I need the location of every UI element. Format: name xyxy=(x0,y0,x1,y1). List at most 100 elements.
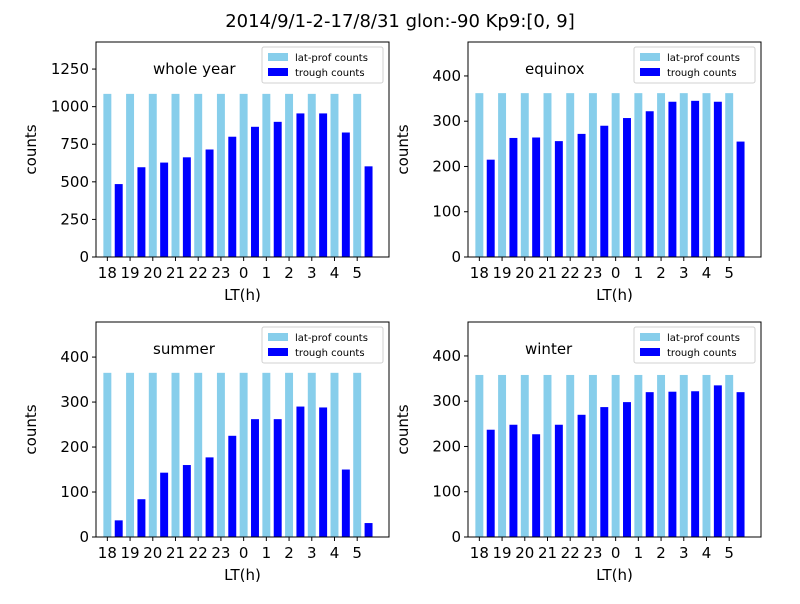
y-tick-label: 400 xyxy=(432,347,461,365)
bar-trough-2 xyxy=(668,101,677,257)
legend-box xyxy=(261,46,384,84)
bar-trough-5 xyxy=(364,166,373,257)
x-tick-label: 5 xyxy=(352,264,362,282)
bar-lat-prof-1 xyxy=(634,374,643,537)
y-tick-label: 250 xyxy=(60,210,89,228)
x-tick-label: 23 xyxy=(583,264,602,282)
bar-lat-prof-20 xyxy=(520,93,529,257)
bar-lat-prof-21 xyxy=(171,93,180,257)
bar-trough-5 xyxy=(364,523,373,537)
bar-trough-19 xyxy=(137,167,146,257)
legend-box xyxy=(633,326,756,364)
x-tick-label: 20 xyxy=(143,544,162,562)
bar-trough-23 xyxy=(228,136,237,257)
x-tick-label: 4 xyxy=(702,544,712,562)
bar-lat-prof-18 xyxy=(103,372,112,537)
bar-lat-prof-4 xyxy=(330,372,339,537)
legend-swatch-trough xyxy=(268,348,288,356)
bar-lat-prof-2 xyxy=(657,374,666,537)
bar-trough-5 xyxy=(736,141,745,257)
y-axis-label: counts xyxy=(22,124,40,174)
y-axis-label: counts xyxy=(22,404,40,454)
bar-trough-23 xyxy=(600,125,609,257)
bar-lat-prof-4 xyxy=(330,93,339,257)
x-tick-label: 2 xyxy=(656,264,666,282)
bar-lat-prof-3 xyxy=(679,374,688,537)
x-tick-label: 23 xyxy=(583,544,602,562)
y-tick-label: 0 xyxy=(79,248,89,266)
x-tick-label: 2 xyxy=(284,264,294,282)
bar-trough-19 xyxy=(509,137,518,257)
x-tick-label: 22 xyxy=(189,264,208,282)
bar-lat-prof-20 xyxy=(148,372,157,537)
y-tick-label: 200 xyxy=(432,437,461,455)
bar-lat-prof-23 xyxy=(588,93,597,257)
bar-trough-3 xyxy=(319,113,328,258)
bar-trough-18 xyxy=(114,184,123,257)
bar-lat-prof-21 xyxy=(543,93,552,257)
x-tick-label: 4 xyxy=(702,264,712,282)
legend: lat-prof counts trough counts xyxy=(633,326,756,364)
x-tick-label: 4 xyxy=(330,544,340,562)
bar-trough-22 xyxy=(577,414,586,537)
axes-frame xyxy=(467,41,762,258)
bar-lat-prof-23 xyxy=(588,374,597,537)
y-axis-label: counts xyxy=(394,404,412,454)
axes-frame xyxy=(95,41,390,258)
bar-lat-prof-0 xyxy=(239,372,248,537)
bar-trough-21 xyxy=(182,465,191,537)
bar-lat-prof-1 xyxy=(262,372,271,537)
y-tick-label: 100 xyxy=(432,483,461,501)
x-tick-label: 21 xyxy=(166,264,185,282)
y-tick-label: 200 xyxy=(432,157,461,175)
bar-lat-prof-0 xyxy=(611,374,620,537)
legend: lat-prof counts trough counts xyxy=(633,46,756,84)
x-axis-label: LT(h) xyxy=(596,286,633,304)
bar-trough-19 xyxy=(137,499,146,537)
bar-trough-1 xyxy=(645,392,654,537)
bar-trough-20 xyxy=(532,137,541,257)
x-axis-label: LT(h) xyxy=(596,566,633,584)
legend-swatch-lat-prof xyxy=(640,333,660,341)
x-tick-label: 22 xyxy=(561,544,580,562)
bar-lat-prof-5 xyxy=(725,93,734,257)
bar-trough-1 xyxy=(273,419,282,537)
y-tick-label: 100 xyxy=(432,203,461,221)
y-tick-label: 200 xyxy=(60,438,89,456)
bar-lat-prof-4 xyxy=(702,93,711,257)
x-tick-label: 21 xyxy=(538,544,557,562)
legend-label-trough: trough counts xyxy=(667,68,737,79)
x-tick-label: 19 xyxy=(121,544,140,562)
x-tick-label: 22 xyxy=(561,264,580,282)
bar-lat-prof-2 xyxy=(657,93,666,257)
bar-lat-prof-18 xyxy=(475,93,484,257)
bar-lat-prof-21 xyxy=(543,374,552,537)
bar-lat-prof-0 xyxy=(239,93,248,257)
legend-label-lat-prof: lat-prof counts xyxy=(295,53,368,64)
y-tick-label: 400 xyxy=(60,348,89,366)
legend: lat-prof counts trough counts xyxy=(261,326,384,364)
bar-trough-21 xyxy=(182,157,191,257)
x-tick-label: 20 xyxy=(143,264,162,282)
legend-swatch-lat-prof xyxy=(268,333,288,341)
legend-swatch-trough xyxy=(640,68,660,76)
panel-title: winter xyxy=(525,340,573,358)
x-tick-label: 3 xyxy=(307,544,317,562)
bar-lat-prof-22 xyxy=(194,372,203,537)
bar-lat-prof-18 xyxy=(475,374,484,537)
x-tick-label: 1 xyxy=(262,544,272,562)
y-tick-label: 300 xyxy=(60,393,89,411)
panel-title: whole year xyxy=(153,60,236,78)
bar-lat-prof-20 xyxy=(520,374,529,537)
y-tick-label: 300 xyxy=(432,112,461,130)
bar-lat-prof-4 xyxy=(702,374,711,537)
bar-lat-prof-1 xyxy=(262,93,271,257)
bar-lat-prof-3 xyxy=(679,93,688,257)
bar-lat-prof-19 xyxy=(126,372,135,537)
y-tick-label: 300 xyxy=(432,392,461,410)
axes-frame xyxy=(95,321,390,538)
panel-title: equinox xyxy=(525,60,585,78)
bar-trough-5 xyxy=(736,392,745,537)
